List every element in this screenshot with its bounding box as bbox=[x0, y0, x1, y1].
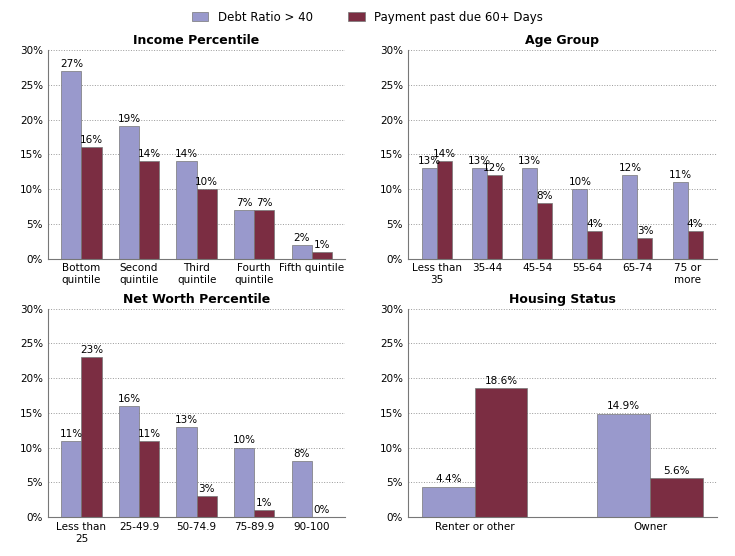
Text: 10%: 10% bbox=[568, 177, 592, 187]
Title: Age Group: Age Group bbox=[526, 34, 599, 47]
Text: 13%: 13% bbox=[418, 156, 441, 166]
Text: 16%: 16% bbox=[80, 135, 103, 145]
Bar bbox=[650, 478, 703, 517]
Title: Housing Status: Housing Status bbox=[509, 293, 616, 306]
Text: 23%: 23% bbox=[80, 345, 103, 355]
Text: 1%: 1% bbox=[256, 498, 273, 508]
Text: 1%: 1% bbox=[314, 240, 330, 250]
Text: 8%: 8% bbox=[537, 191, 553, 201]
Bar bbox=[587, 231, 603, 259]
Text: 27%: 27% bbox=[60, 59, 83, 69]
Bar bbox=[623, 175, 637, 259]
Text: 13%: 13% bbox=[175, 415, 198, 425]
Bar bbox=[61, 440, 82, 517]
Bar bbox=[687, 231, 703, 259]
Text: 7%: 7% bbox=[256, 198, 273, 208]
Bar bbox=[573, 189, 587, 259]
Text: 11%: 11% bbox=[60, 429, 83, 439]
Text: 16%: 16% bbox=[118, 394, 140, 404]
Text: 14%: 14% bbox=[137, 149, 161, 159]
Bar bbox=[82, 147, 101, 259]
Text: 11%: 11% bbox=[137, 429, 161, 439]
Text: 14.9%: 14.9% bbox=[607, 401, 640, 411]
Text: 10%: 10% bbox=[232, 435, 256, 445]
Text: 19%: 19% bbox=[118, 115, 140, 125]
Text: 13%: 13% bbox=[518, 156, 541, 166]
Text: 12%: 12% bbox=[618, 163, 642, 173]
Bar bbox=[119, 406, 139, 517]
Text: 3%: 3% bbox=[198, 484, 215, 494]
Text: 13%: 13% bbox=[468, 156, 491, 166]
Bar bbox=[197, 496, 217, 517]
Text: 7%: 7% bbox=[236, 198, 252, 208]
Bar bbox=[637, 237, 653, 259]
Bar bbox=[234, 448, 254, 517]
Bar bbox=[472, 168, 487, 259]
Bar bbox=[234, 210, 254, 259]
Bar bbox=[176, 161, 197, 259]
Text: 4%: 4% bbox=[587, 219, 603, 229]
Text: 18.6%: 18.6% bbox=[484, 376, 517, 386]
Bar bbox=[139, 440, 159, 517]
Bar bbox=[82, 358, 101, 517]
Title: Income Percentile: Income Percentile bbox=[134, 34, 259, 47]
Text: 0%: 0% bbox=[314, 505, 330, 515]
Bar bbox=[487, 175, 502, 259]
Bar bbox=[176, 427, 197, 517]
Bar bbox=[292, 245, 312, 259]
Text: 4.4%: 4.4% bbox=[435, 474, 462, 484]
Bar bbox=[197, 189, 217, 259]
Bar bbox=[139, 161, 159, 259]
Bar bbox=[254, 510, 274, 517]
Text: 2%: 2% bbox=[293, 232, 310, 242]
Text: 8%: 8% bbox=[293, 449, 310, 459]
Text: 3%: 3% bbox=[637, 226, 653, 236]
Text: 10%: 10% bbox=[196, 177, 218, 187]
Text: 11%: 11% bbox=[668, 170, 692, 180]
Text: 12%: 12% bbox=[483, 163, 506, 173]
Bar bbox=[475, 388, 527, 517]
Text: 14%: 14% bbox=[175, 149, 198, 159]
Text: 14%: 14% bbox=[433, 149, 456, 159]
Bar bbox=[422, 168, 437, 259]
Bar bbox=[292, 461, 312, 517]
Bar bbox=[522, 168, 537, 259]
Bar bbox=[312, 251, 332, 259]
Bar bbox=[537, 203, 552, 259]
Bar bbox=[119, 126, 139, 259]
Legend: Debt Ratio > 40, Payment past due 60+ Days: Debt Ratio > 40, Payment past due 60+ Da… bbox=[187, 6, 548, 28]
Bar bbox=[598, 414, 650, 517]
Bar bbox=[254, 210, 274, 259]
Bar bbox=[437, 161, 452, 259]
Bar bbox=[673, 182, 687, 259]
Title: Net Worth Percentile: Net Worth Percentile bbox=[123, 293, 270, 306]
Text: 4%: 4% bbox=[686, 219, 703, 229]
Text: 5.6%: 5.6% bbox=[663, 466, 689, 476]
Bar bbox=[422, 486, 475, 517]
Bar bbox=[61, 71, 82, 259]
